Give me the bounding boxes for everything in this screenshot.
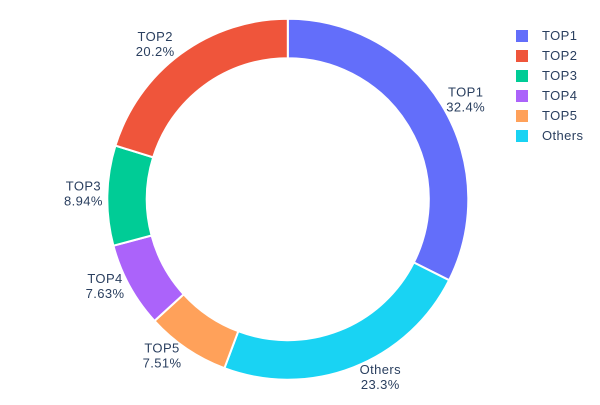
svg-text:7.63%: 7.63% (86, 286, 125, 301)
svg-text:TOP2: TOP2 (542, 48, 577, 63)
svg-text:TOP1: TOP1 (542, 28, 577, 43)
svg-text:23.3%: 23.3% (361, 377, 400, 392)
svg-text:Others: Others (542, 128, 584, 143)
svg-text:TOP1: TOP1 (448, 85, 483, 100)
svg-text:7.51%: 7.51% (143, 356, 182, 371)
svg-text:8.94%: 8.94% (64, 194, 103, 209)
svg-text:TOP3: TOP3 (542, 68, 577, 83)
svg-text:TOP2: TOP2 (138, 29, 173, 44)
svg-text:TOP4: TOP4 (542, 88, 577, 103)
svg-text:TOP4: TOP4 (87, 271, 122, 286)
svg-text:TOP5: TOP5 (542, 108, 577, 123)
svg-text:Others: Others (360, 362, 402, 377)
svg-text:TOP3: TOP3 (66, 179, 101, 194)
svg-text:TOP5: TOP5 (144, 341, 179, 356)
svg-text:20.2%: 20.2% (136, 44, 175, 59)
svg-text:32.4%: 32.4% (446, 100, 485, 115)
